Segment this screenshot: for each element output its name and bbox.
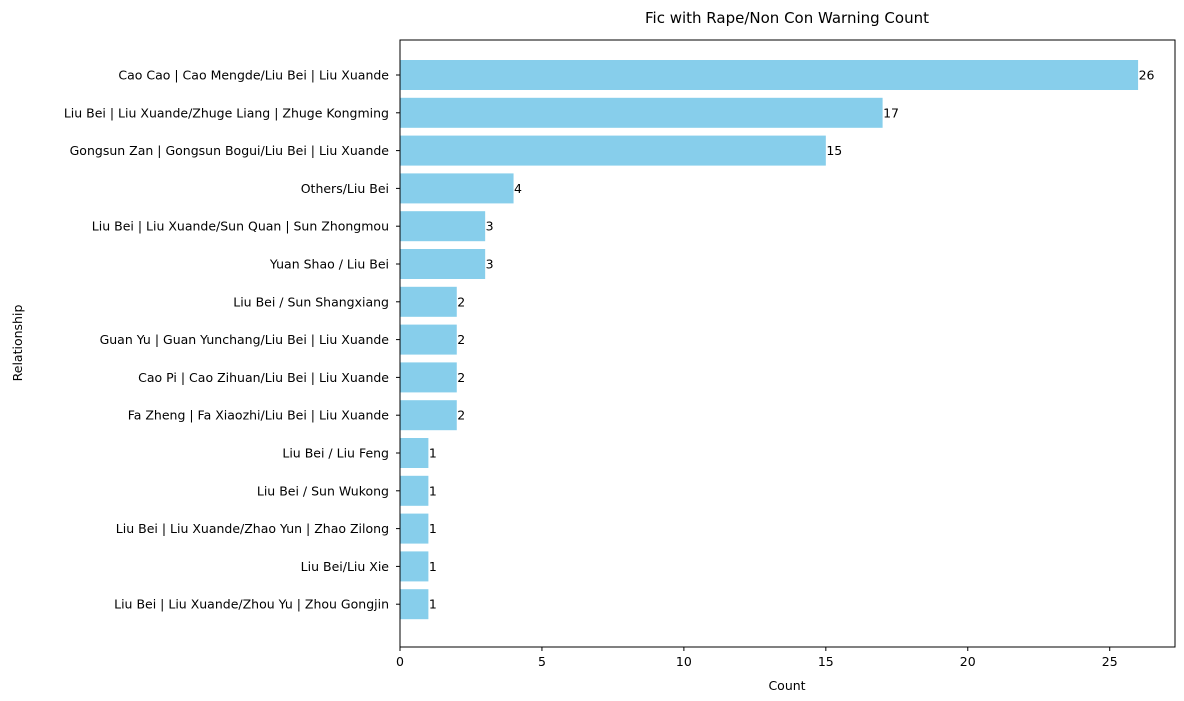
bar-value-label: 15 [826,143,842,158]
y-tick-label: Liu Bei / Sun Shangxiang [233,294,389,309]
y-tick-label: Liu Bei / Sun Wukong [257,483,389,498]
bar [400,135,826,166]
bars-group [400,60,1139,620]
bar [400,173,514,204]
bar [400,211,486,242]
bar [400,362,457,393]
bar-value-label: 2 [457,408,465,423]
y-tick-label: Liu Bei / Liu Feng [282,446,389,461]
bar-value-label: 1 [429,483,437,498]
y-tick-label: Others/Liu Bei [301,181,389,196]
bar-value-label: 3 [486,257,494,272]
bar-value-label: 2 [457,332,465,347]
y-tick-label: Liu Bei/Liu Xie [301,559,390,574]
bar [400,324,457,355]
y-tick-label: Liu Bei | Liu Xuande/Zhuge Liang | Zhuge… [64,105,389,120]
bar-value-label: 1 [429,521,437,536]
value-labels-group: 26 17 15 4 3 3 2 2 2 2 1 1 1 1 1 [429,68,1155,612]
x-tick-label: 10 [676,654,692,669]
y-tick-label: Fa Zheng | Fa Xiaozhi/Liu Bei | Liu Xuan… [128,408,390,423]
bar [400,513,429,544]
y-tick-label: Liu Bei | Liu Xuande/Zhao Yun | Zhao Zil… [116,521,389,536]
plot-frame [399,39,1176,648]
bar [400,60,1139,90]
chart-title: Fic with Rape/Non Con Warning Count [645,9,929,27]
y-tick-label: Liu Bei | Liu Xuande/Sun Quan | Sun Zhon… [92,219,389,234]
bar [400,97,883,128]
x-tick-label: 5 [538,654,546,669]
x-tick-label: 0 [396,654,404,669]
bar [400,475,429,506]
bar [400,286,457,317]
y-axis-label: Relationship [10,305,25,382]
bar [400,589,429,620]
bar-value-label: 26 [1139,68,1155,83]
y-tick-label: Guan Yu | Guan Yunchang/Liu Bei | Liu Xu… [100,332,390,347]
bar-value-label: 17 [883,105,899,120]
bar [400,400,457,431]
y-tick-label: Liu Bei | Liu Xuande/Zhou Yu | Zhou Gong… [114,597,389,612]
bar-value-label: 1 [429,597,437,612]
x-tick-label: 25 [1102,654,1118,669]
x-tick-label: 20 [960,654,976,669]
bar-value-label: 4 [514,181,522,196]
bar-value-label: 3 [486,219,494,234]
bar [400,551,429,582]
x-tick-label: 15 [818,654,834,669]
y-tick-label: Cao Cao | Cao Mengde/Liu Bei | Liu Xuand… [118,68,389,83]
y-tick-label: Cao Pi | Cao Zihuan/Liu Bei | Liu Xuande [138,370,389,385]
bar-value-label: 2 [457,370,465,385]
bar-value-label: 2 [457,294,465,309]
bar-value-label: 1 [429,559,437,574]
bar [400,249,486,279]
y-tick-label: Yuan Shao / Liu Bei [269,257,389,272]
x-axis: 0 5 10 15 20 25 [396,647,1118,669]
x-axis-label: Count [768,678,805,693]
bar [400,438,429,468]
bar-value-label: 1 [429,446,437,461]
y-tick-label: Gongsun Zan | Gongsun Bogui/Liu Bei | Li… [70,143,390,158]
y-axis: Cao Cao | Cao Mengde/Liu Bei | Liu Xuand… [64,68,400,612]
